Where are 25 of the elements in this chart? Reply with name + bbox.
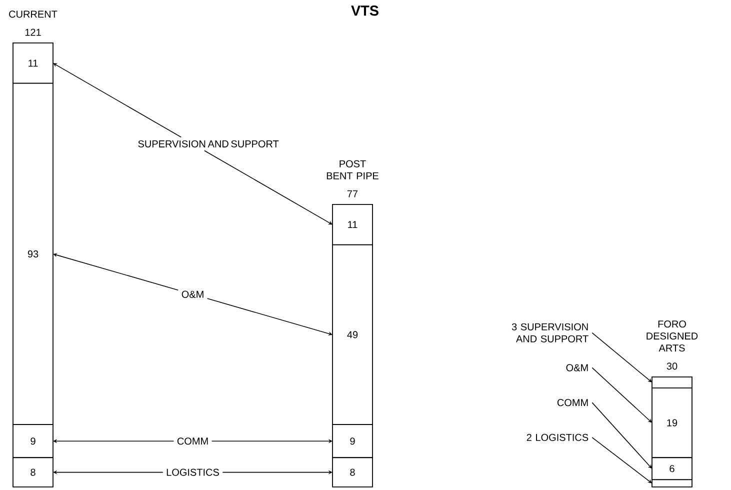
text: SUPERVISION AND SUPPORT	[138, 140, 279, 148]
text: O&M	[182, 290, 204, 298]
data-label: 49	[347, 331, 358, 338]
annotation: COMM	[557, 399, 588, 406]
annotation: O&M	[566, 364, 588, 372]
data-label: 11	[348, 221, 358, 228]
x-tick-label: POST BENT PIPE	[326, 160, 378, 180]
x-tick-label: CURRENT	[9, 10, 58, 18]
data-label: 9	[350, 438, 355, 445]
text: COMM	[177, 438, 208, 445]
total-label: 121	[25, 28, 41, 36]
x-tick-label: FORO DESIGNED ARTS	[646, 320, 698, 352]
total-label: 77	[347, 190, 358, 198]
chart-title: VTS	[351, 6, 378, 16]
data-label: 93	[28, 250, 38, 258]
annotation: 3 SUPERVISION AND SUPPORT	[512, 323, 588, 342]
data-label: 8	[30, 468, 36, 476]
data-label: 19	[667, 419, 678, 426]
data-label: 8	[350, 468, 355, 476]
annotation: 2 LOGISTICS	[526, 434, 588, 441]
data-label: 9	[30, 438, 36, 445]
data-label: 6	[670, 465, 674, 472]
total-label: 30	[666, 362, 678, 370]
text: LOGISTICS	[166, 468, 219, 476]
data-label: 11	[28, 60, 38, 67]
